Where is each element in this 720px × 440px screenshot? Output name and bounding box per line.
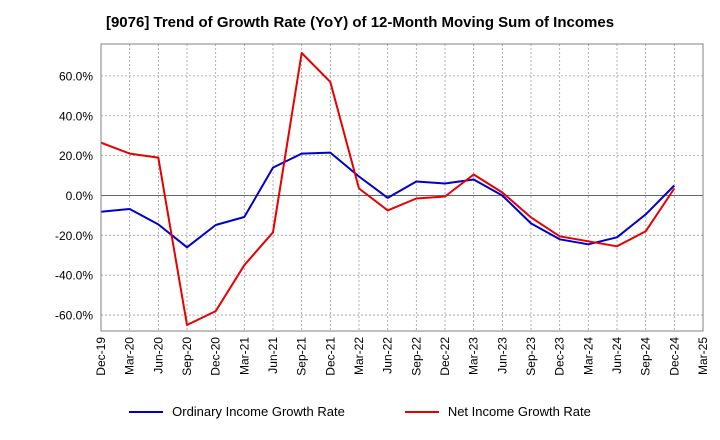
x-tick-label: Dec-23 <box>553 337 567 376</box>
series-lines <box>100 52 676 326</box>
legend-swatch-ordinary-income <box>129 410 164 413</box>
x-tick-label: Jun-21 <box>266 337 280 374</box>
x-tick-label: Sep-20 <box>180 337 194 376</box>
y-tick-label: -20.0% <box>55 229 93 243</box>
series-line-ordinary-income <box>100 151 676 249</box>
x-tick-label: Jun-22 <box>381 337 395 374</box>
x-tick-label: Mar-25 <box>696 337 710 375</box>
x-tick-label: Jun-24 <box>610 337 624 374</box>
x-tick-label: Dec-19 <box>94 337 108 376</box>
y-tick-label: 40.0% <box>59 109 93 123</box>
x-tick-label: Mar-22 <box>352 337 366 375</box>
grid-lines <box>101 44 703 331</box>
chart-title: [9076] Trend of Growth Rate (YoY) of 12-… <box>105 14 615 31</box>
x-tick-label: Jun-23 <box>495 337 509 374</box>
x-tick-label: Sep-24 <box>639 337 653 376</box>
y-tick-label: -40.0% <box>55 269 93 283</box>
x-tick-label: Mar-20 <box>123 337 137 375</box>
x-tick-label: Mar-24 <box>581 337 595 375</box>
legend-item-ordinary-income: Ordinary Income Growth Rate <box>129 404 345 419</box>
x-tick-label: Dec-20 <box>209 337 223 376</box>
legend: Ordinary Income Growth Rate Net Income G… <box>0 404 720 419</box>
legend-swatch-net-income <box>404 410 439 413</box>
x-tick-labels: Dec-19 Mar-20 Jun-20 Sep-20 Dec-20 Mar-21 Jun-… <box>94 337 710 376</box>
legend-label-net-income: Net Income Growth Rate <box>447 404 591 419</box>
legend-label-ordinary-income: Ordinary Income Growth Rate <box>172 404 345 419</box>
x-tick-label: Dec-24 <box>667 337 681 376</box>
x-tick-label: Dec-22 <box>438 337 452 376</box>
x-tick-label: Dec-21 <box>323 337 337 376</box>
x-tick-label: Mar-23 <box>467 337 481 375</box>
y-tick-labels: -60.0% -40.0% -20.0% 0.0% 20.0% 40.0% 60.0% <box>55 69 93 322</box>
plot-frame <box>100 43 704 332</box>
y-tick-label: 60.0% <box>59 69 93 83</box>
x-tick-label: Jun-20 <box>151 337 165 374</box>
y-tick-label: -60.0% <box>55 309 93 323</box>
x-tick-label: Sep-23 <box>524 337 538 376</box>
x-tick-label: Sep-21 <box>295 337 309 376</box>
x-tick-label: Sep-22 <box>409 337 423 376</box>
x-tick-label: Mar-21 <box>237 337 251 375</box>
series-line-net-income <box>100 52 676 326</box>
legend-item-net-income: Net Income Growth Rate <box>404 404 591 419</box>
y-tick-label: 0.0% <box>66 189 94 203</box>
y-tick-label: 20.0% <box>59 149 93 163</box>
